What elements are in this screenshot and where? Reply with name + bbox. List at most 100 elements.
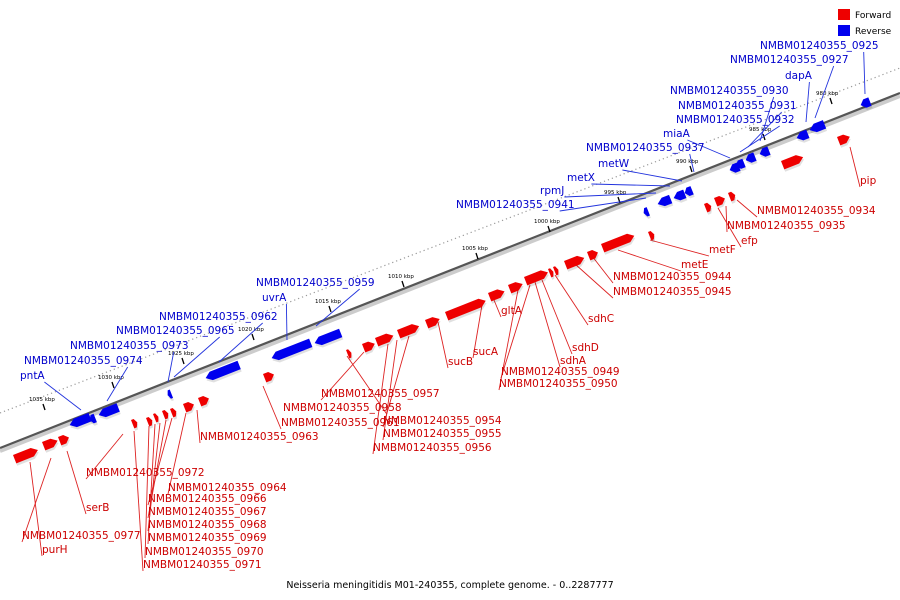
reverse-gene[interactable] xyxy=(744,152,758,166)
forward-gene[interactable] xyxy=(728,191,738,204)
reverse-gene-label[interactable]: NMBM01240355_0962 xyxy=(159,311,278,323)
forward-gene-label[interactable]: NMBM01240355_0955 xyxy=(383,428,502,440)
forward-gene[interactable] xyxy=(445,297,488,323)
reverse-gene[interactable] xyxy=(68,412,93,432)
forward-gene-label[interactable]: NMBM01240355_0963 xyxy=(200,431,319,443)
forward-gene-label[interactable]: NMBM01240355_0967 xyxy=(148,506,267,518)
forward-gene-label[interactable]: NMBM01240355_0956 xyxy=(373,442,492,454)
reverse-gene[interactable] xyxy=(656,194,674,211)
forward-gene[interactable] xyxy=(170,407,179,420)
reverse-gene[interactable] xyxy=(204,360,242,385)
reverse-gene[interactable] xyxy=(859,97,873,111)
forward-gene-label[interactable]: NMBM01240355_0977 xyxy=(22,530,141,542)
reverse-gene-label[interactable]: metX xyxy=(567,172,595,184)
forward-gene[interactable] xyxy=(362,340,377,355)
reverse-gene[interactable] xyxy=(758,146,772,160)
forward-gene-label[interactable]: NMBM01240355_0970 xyxy=(145,546,264,558)
forward-gene-label[interactable]: NMBM01240355_0957 xyxy=(321,388,440,400)
forward-gene-label[interactable]: sdhC xyxy=(588,313,614,325)
forward-gene[interactable] xyxy=(183,400,197,415)
forward-gene[interactable] xyxy=(587,248,601,263)
reverse-gene-label[interactable]: miaA xyxy=(663,128,691,140)
forward-gene-label[interactable]: gltA xyxy=(501,305,523,317)
reverse-gene[interactable] xyxy=(683,186,695,200)
forward-gene-label[interactable]: NMBM01240355_0969 xyxy=(148,532,267,544)
reverse-gene[interactable] xyxy=(672,189,688,205)
forward-gene[interactable] xyxy=(553,266,561,278)
forward-gene-label[interactable]: NMBM01240355_0961 xyxy=(281,417,400,429)
reverse-gene-label[interactable]: NMBM01240355_0927 xyxy=(730,54,849,66)
reverse-gene[interactable] xyxy=(166,389,174,402)
forward-gene-label[interactable]: sucA xyxy=(473,346,499,358)
forward-gene[interactable] xyxy=(42,436,60,453)
forward-gene[interactable] xyxy=(375,331,396,349)
forward-gene[interactable] xyxy=(601,232,637,255)
forward-gene-label[interactable]: NMBM01240355_0944 xyxy=(613,271,732,283)
forward-gene[interactable] xyxy=(263,370,277,385)
reverse-gene[interactable] xyxy=(728,162,742,176)
reverse-gene-label[interactable]: NMBM01240355_0941 xyxy=(456,199,575,211)
forward-gene-label[interactable]: pip xyxy=(860,175,877,187)
forward-gene-label[interactable]: NMBM01240355_0964 xyxy=(168,482,287,494)
forward-gene[interactable] xyxy=(58,433,72,448)
reverse-gene-label[interactable]: NMBM01240355_0959 xyxy=(256,277,375,289)
reverse-gene-label[interactable]: dapA xyxy=(785,70,813,82)
reverse-gene-label[interactable]: uvrA xyxy=(262,292,287,304)
forward-gene-label[interactable]: purH xyxy=(42,544,68,556)
forward-gene[interactable] xyxy=(524,268,551,288)
reverse-gene-label[interactable]: NMBM01240355_0965 xyxy=(116,325,235,337)
forward-gene-label[interactable]: NMBM01240355_0971 xyxy=(143,559,262,571)
forward-gene-label[interactable]: NMBM01240355_0950 xyxy=(499,378,618,390)
reverse-gene-label[interactable]: NMBM01240355_0974 xyxy=(24,355,143,367)
forward-gene[interactable] xyxy=(153,413,161,425)
reverse-gene[interactable] xyxy=(808,120,828,137)
forward-gene[interactable] xyxy=(648,230,657,243)
reverse-gene-label[interactable]: NMBM01240355_0931 xyxy=(678,100,797,112)
forward-gene[interactable] xyxy=(425,315,442,331)
forward-gene[interactable] xyxy=(131,418,140,431)
forward-gene[interactable] xyxy=(781,153,806,172)
reverse-gene[interactable] xyxy=(97,403,121,421)
forward-gene[interactable] xyxy=(397,322,422,341)
reverse-gene-label[interactable]: NMBM01240355_0937 xyxy=(586,142,705,154)
forward-gene-label[interactable]: NMBM01240355_0968 xyxy=(148,519,267,531)
reverse-gene[interactable] xyxy=(270,338,314,365)
forward-gene-label[interactable]: serB xyxy=(86,502,109,514)
reverse-gene[interactable] xyxy=(313,328,344,350)
reverse-gene-label[interactable]: NMBM01240355_0925 xyxy=(760,40,879,52)
forward-gene-label[interactable]: NMBM01240355_0958 xyxy=(283,402,402,414)
forward-gene[interactable] xyxy=(346,349,354,361)
forward-gene-label[interactable]: sdhD xyxy=(572,342,599,354)
reverse-gene-label[interactable]: NMBM01240355_0973 xyxy=(70,340,189,352)
forward-gene-label[interactable]: NMBM01240355_0935 xyxy=(727,220,846,232)
reverse-gene-label[interactable]: NMBM01240355_0932 xyxy=(676,114,795,126)
forward-gene[interactable] xyxy=(162,409,171,422)
forward-gene-label[interactable]: NMBM01240355_0945 xyxy=(613,286,732,298)
forward-gene[interactable] xyxy=(146,416,155,429)
forward-gene[interactable] xyxy=(488,287,507,304)
reverse-gene-label[interactable]: NMBM01240355_0930 xyxy=(670,85,789,97)
forward-gene-label[interactable]: sucB xyxy=(448,356,473,368)
forward-gene[interactable] xyxy=(198,394,212,409)
forward-gene-label[interactable]: NMBM01240355_0934 xyxy=(757,205,876,217)
forward-gene-label[interactable]: sdhA xyxy=(560,355,587,367)
forward-gene[interactable] xyxy=(508,280,525,296)
reverse-gene-label[interactable]: metW xyxy=(598,158,630,170)
forward-gene[interactable] xyxy=(548,268,556,280)
forward-gene[interactable] xyxy=(704,202,714,215)
reverse-gene-label[interactable]: rpmJ xyxy=(540,185,564,197)
forward-gene-label[interactable]: NMBM01240355_0954 xyxy=(383,415,502,427)
forward-gene-label[interactable]: metF xyxy=(709,244,736,256)
forward-gene[interactable] xyxy=(564,254,587,272)
forward-gene-label[interactable]: NMBM01240355_0966 xyxy=(148,493,267,505)
forward-gene-label[interactable]: NMBM01240355_0972 xyxy=(86,467,205,479)
forward-gene[interactable] xyxy=(13,446,40,466)
reverse-gene-label[interactable]: pntA xyxy=(20,370,45,382)
reverse-gene[interactable] xyxy=(795,129,811,145)
forward-gene-label[interactable]: efp xyxy=(741,235,758,247)
forward-gene[interactable] xyxy=(837,133,852,148)
reverse-gene[interactable] xyxy=(642,207,651,220)
forward-gene[interactable] xyxy=(714,194,728,209)
forward-gene-label[interactable]: NMBM01240355_0949 xyxy=(501,366,620,378)
forward-gene-label[interactable]: metE xyxy=(681,259,708,271)
